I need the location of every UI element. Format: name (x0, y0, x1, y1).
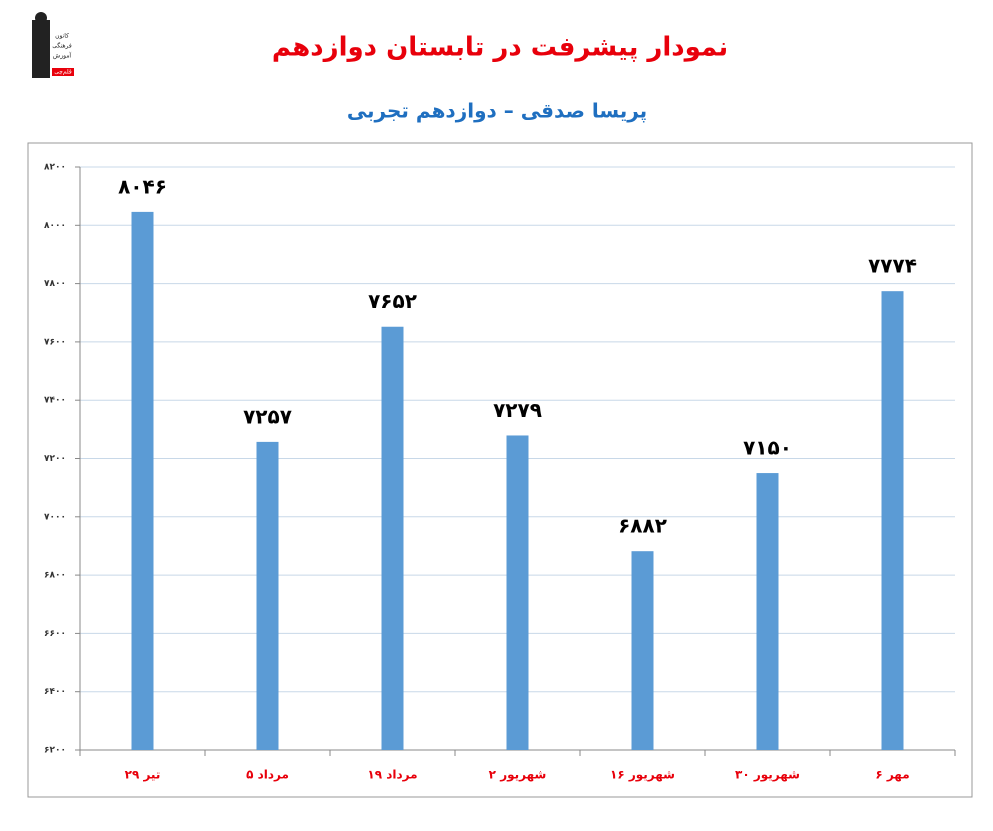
value-label: ۸۰۴۶ (118, 174, 167, 198)
x-tick-label: ۵ مرداد (246, 768, 289, 782)
logo-text: فرهنگی (52, 42, 72, 50)
y-tick-label: ۶۲۰۰ (44, 746, 66, 756)
value-label: ۷۱۵۰ (743, 436, 792, 460)
y-tick-label: ۸۰۰۰ (44, 221, 66, 231)
y-tick-label: ۶۶۰۰ (44, 629, 66, 639)
x-tick-label: ۲ شهریور (489, 768, 547, 783)
logo-text: قلم‌چی (54, 69, 72, 76)
bar (381, 326, 404, 750)
bar (756, 473, 779, 750)
y-tick-label: ۷۴۰۰ (44, 396, 66, 406)
logo-figure (32, 20, 50, 78)
chart-title: نمودار پیشرفت در تابستان دوازدهم (272, 33, 728, 63)
x-tick-label: ۳۰ شهریور (735, 768, 800, 783)
y-tick-label: ۷۶۰۰ (44, 337, 66, 347)
chart-subtitle: پریسا صدقی – دوازدهم تجربی (347, 99, 647, 124)
x-tick-label: ۶ مهر (875, 768, 909, 782)
chart-frame (27, 142, 973, 798)
y-tick-label: ۷۰۰۰ (44, 512, 66, 522)
y-tick-label: ۷۸۰۰ (44, 279, 66, 289)
bar (131, 211, 154, 751)
y-tick-label: ۷۲۰۰ (44, 454, 66, 464)
value-label: ۷۲۷۹ (493, 398, 542, 422)
logo-badge (52, 68, 74, 76)
bar (256, 441, 279, 750)
logo: کانون فرهنگی آموزش قلم‌چی (32, 12, 74, 78)
value-label: ۷۶۵۲ (368, 289, 417, 313)
bar (881, 291, 904, 750)
value-label: ۷۷۷۴ (868, 254, 917, 278)
y-tick-label: ۶۴۰۰ (44, 687, 66, 697)
value-label: ۶۸۸۲ (618, 514, 667, 538)
logo-text: آموزش (53, 51, 72, 60)
x-tick-label: ۱۹ مرداد (367, 768, 417, 782)
value-label: ۷۲۵۷ (243, 404, 292, 428)
logo-head (35, 12, 47, 24)
bar (506, 435, 529, 750)
bar (631, 551, 654, 750)
y-tick-label: ۸۲۰۰ (44, 163, 66, 173)
y-tick-label: ۶۸۰۰ (44, 571, 66, 581)
x-tick-label: ۲۹ تیر (125, 768, 161, 782)
x-tick-label: ۱۶ شهریور (610, 768, 675, 783)
logo-text: کانون (55, 33, 69, 40)
